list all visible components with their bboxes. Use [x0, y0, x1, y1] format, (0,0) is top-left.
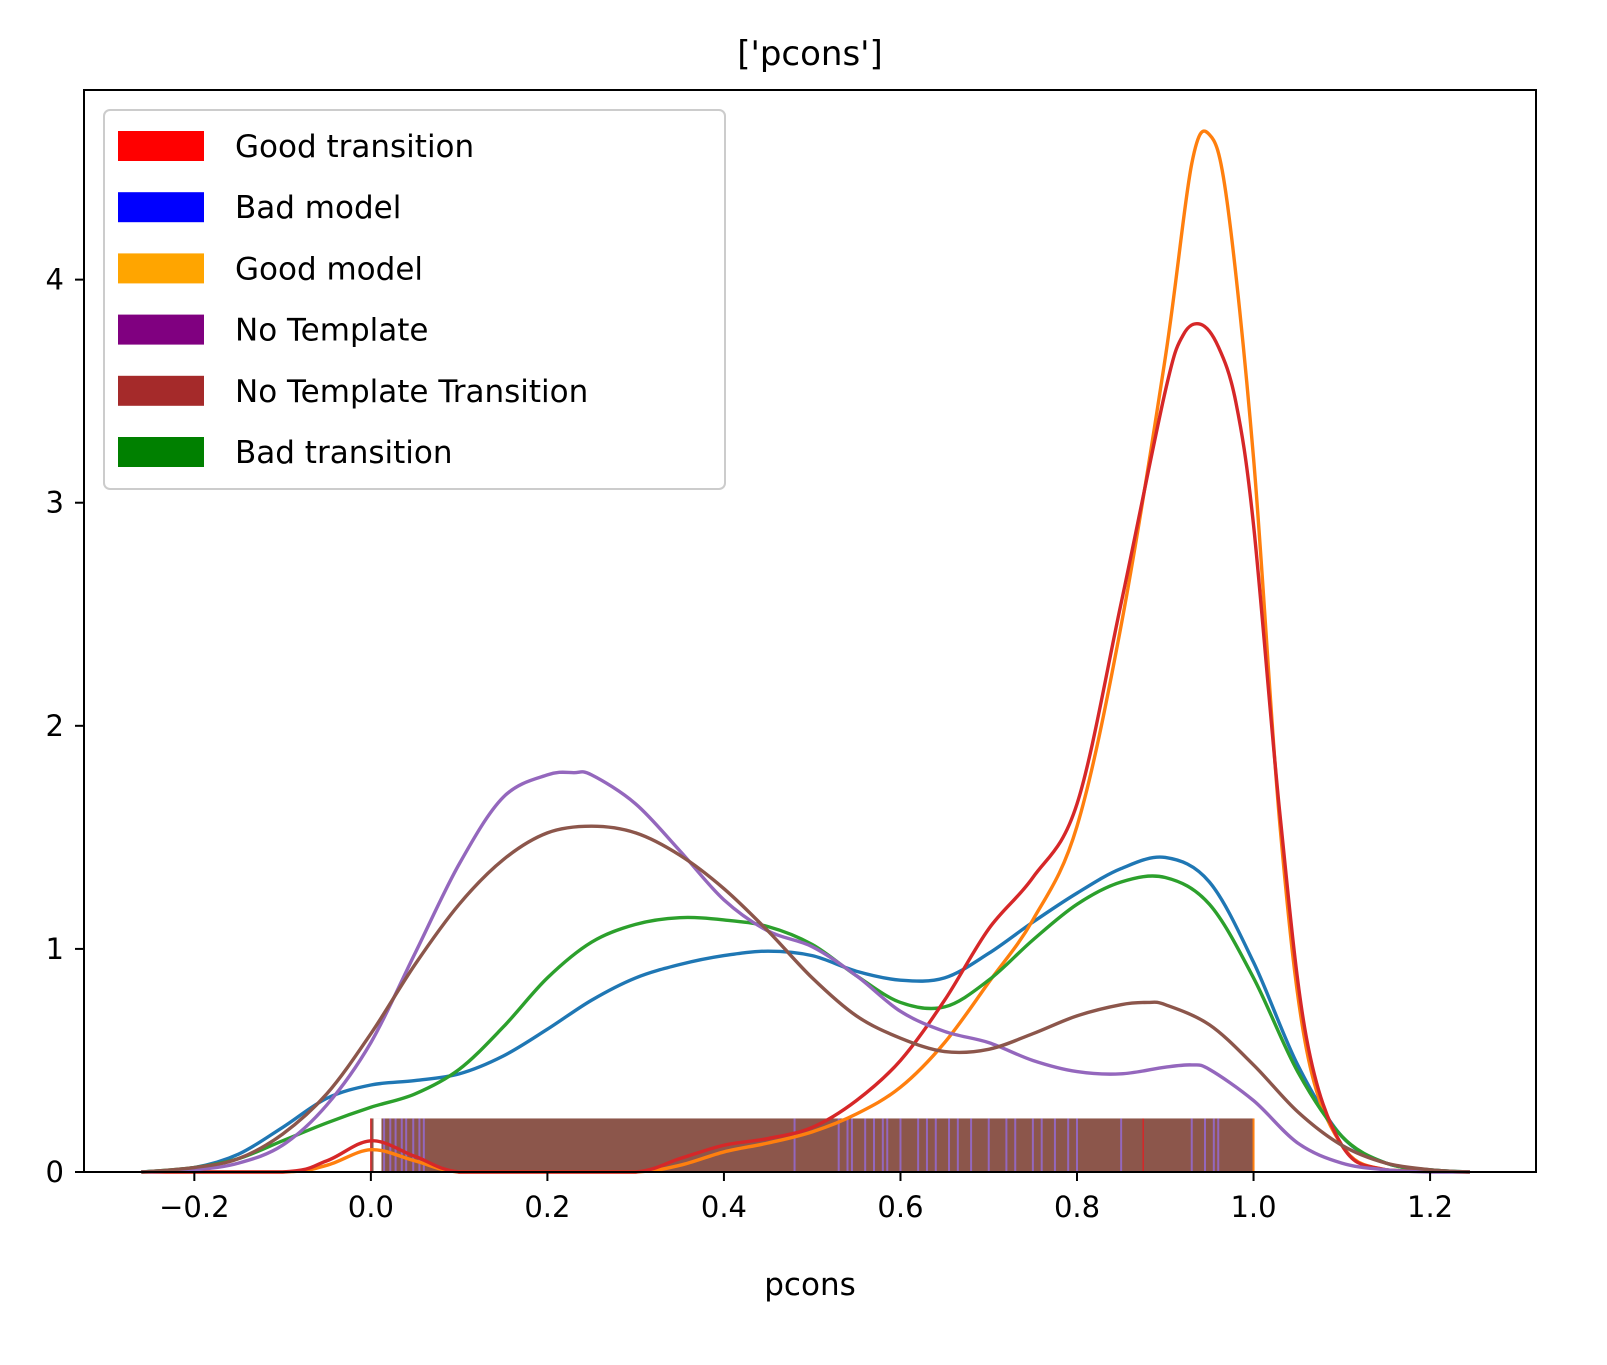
legend-label: No Template Transition	[235, 374, 588, 410]
legend-swatch	[118, 131, 204, 161]
x-tick-label: 0.6	[877, 1190, 923, 1224]
x-axis-label: pcons	[764, 1267, 856, 1303]
x-tick-label: −0.2	[159, 1190, 229, 1224]
x-tick-label: 0.2	[524, 1190, 570, 1224]
x-tick-label: 0.0	[348, 1190, 394, 1224]
legend-label: Bad transition	[235, 435, 452, 471]
x-tick-label: 1.2	[1407, 1190, 1453, 1224]
legend-label: No Template	[235, 313, 428, 349]
x-tick-label: 0.4	[701, 1190, 747, 1224]
legend-label: Good transition	[235, 129, 474, 165]
y-tick-label: 3	[46, 486, 64, 520]
legend-label: Bad model	[235, 190, 401, 226]
y-tick-label: 1	[46, 932, 64, 966]
legend-label: Good model	[235, 251, 423, 287]
y-axis-ticks: 0 1 2 3 4	[46, 263, 84, 1189]
x-axis-ticks: −0.2 0.0 0.2 0.4 0.6 0.8 1.0 1.2	[159, 1172, 1453, 1224]
chart-title: ['pcons']	[737, 34, 883, 74]
legend: Good transition Bad model Good model No Tem…	[103, 109, 726, 490]
series-line-4	[141, 770, 1470, 1174]
series-line-0	[141, 855, 1470, 1174]
x-tick-label: 1.0	[1230, 1190, 1276, 1224]
legend-swatch	[118, 437, 204, 467]
legend-swatch	[118, 375, 204, 406]
legend-swatch	[118, 314, 204, 345]
x-tick-label: 0.8	[1054, 1190, 1100, 1224]
rug-gap	[373, 1118, 382, 1172]
series-line-5	[141, 824, 1470, 1174]
legend-swatch	[118, 192, 204, 223]
legend-swatch	[118, 253, 204, 284]
y-tick-label: 2	[46, 709, 64, 743]
y-tick-label: 4	[46, 263, 64, 297]
plot-frame	[83, 89, 1537, 1173]
legend-box	[103, 109, 726, 490]
y-tick-label: 0	[46, 1155, 64, 1189]
